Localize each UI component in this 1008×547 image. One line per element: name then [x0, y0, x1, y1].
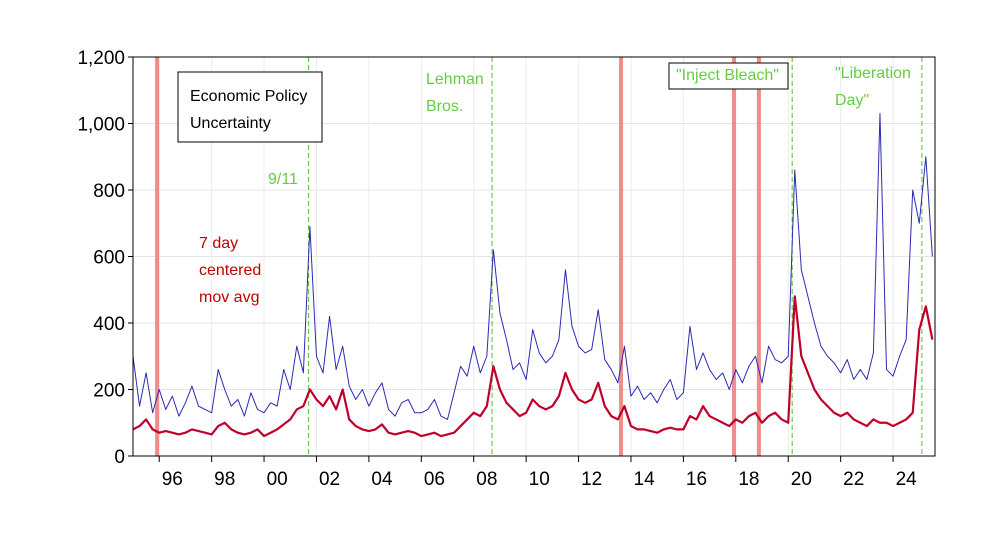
series-line	[132, 113, 933, 420]
annotations: Economic Policy Uncertainty 9/11 Lehman Bros…	[177, 62, 911, 306]
annotation-text: Uncertainty	[190, 115, 271, 132]
y-tick-label: 200	[93, 381, 125, 402]
y-tick-label: 1,200	[77, 48, 125, 69]
x-tick-label: 20	[791, 469, 812, 490]
y-tick-label: 1,000	[77, 115, 125, 136]
annotation-text: centered	[199, 262, 261, 279]
ticks: 0 200 400 600 800 1,000 1,200 96 98 00 02 04 06 08 10 1…	[77, 48, 917, 490]
x-tick-label: 08	[476, 469, 497, 490]
shutdown-bar	[731, 57, 736, 456]
annotation-text: mov avg	[199, 289, 259, 306]
y-tick-label: 800	[93, 181, 125, 202]
x-tick-label: 98	[214, 469, 235, 490]
x-tick-label: 12	[581, 469, 602, 490]
x-tick-label: 16	[686, 469, 707, 490]
series	[132, 113, 934, 438]
annotation-text: "Liberation	[835, 65, 911, 82]
shutdown-bar	[619, 57, 624, 456]
x-tick-label: 24	[896, 469, 918, 490]
x-tick-label: 22	[843, 469, 864, 490]
annotation-box	[177, 71, 323, 143]
x-tick-label: 96	[162, 469, 183, 490]
y-tick-label: 600	[93, 248, 125, 269]
x-tick-label: 06	[424, 469, 445, 490]
x-tick-label: 14	[634, 469, 656, 490]
shutdown-bar	[155, 57, 160, 456]
x-tick-label: 10	[529, 469, 550, 490]
annotation-text: 7 day	[199, 235, 238, 252]
annotation-text: "Inject Bleach"	[676, 67, 779, 84]
shutdown-bar	[756, 57, 761, 456]
x-tick-label: 04	[371, 469, 393, 490]
y-tick-label: 400	[93, 314, 125, 335]
annotation-text: Lehman	[426, 71, 484, 88]
annotation-text: Bros.	[426, 98, 463, 115]
annotation-box	[668, 62, 789, 90]
y-tick-label: 0	[114, 447, 125, 468]
annotation-text: Day"	[835, 92, 869, 109]
series-line	[132, 295, 934, 438]
x-tick-label: 02	[319, 469, 340, 490]
annotation-text: 9/11	[268, 171, 298, 188]
annotation-text: Economic Policy	[190, 88, 307, 105]
x-tick-label: 18	[738, 469, 759, 490]
x-tick-label: 00	[267, 469, 288, 490]
